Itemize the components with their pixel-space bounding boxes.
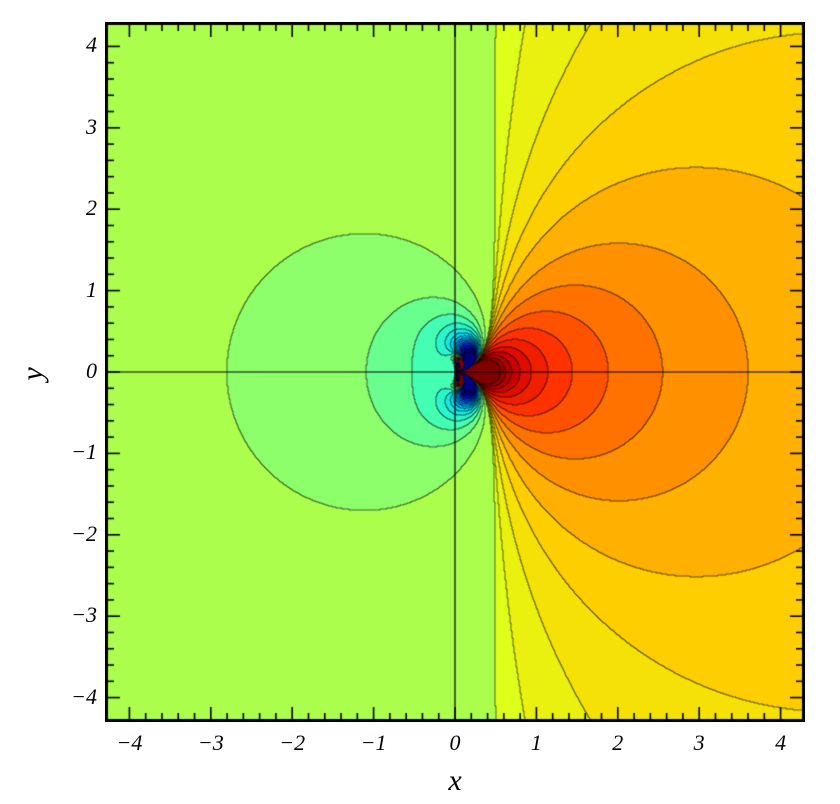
x-axis-label: x — [435, 764, 475, 798]
x-tick-label: 0 — [437, 730, 473, 756]
x-tick-label: 4 — [763, 730, 799, 756]
x-tick-label: −2 — [274, 730, 310, 756]
x-tick-label: −3 — [193, 730, 229, 756]
y-tick-label: −2 — [57, 521, 97, 547]
x-tick-label: −4 — [111, 730, 147, 756]
y-tick-label: 2 — [57, 195, 97, 221]
chart-container: x y −4 −3 −2 −1 0 1 2 3 4 −4 −3 −2 −1 0 1 2 3 4 — [0, 0, 840, 804]
y-tick-label: −1 — [57, 439, 97, 465]
x-tick-label: 3 — [681, 730, 717, 756]
y-axis-label: y — [16, 354, 50, 394]
x-tick-label: 2 — [600, 730, 636, 756]
y-tick-label: 4 — [57, 32, 97, 58]
x-tick-label: −1 — [356, 730, 392, 756]
x-tick-label: 1 — [518, 730, 554, 756]
y-tick-label: 1 — [57, 277, 97, 303]
y-tick-label: 3 — [57, 114, 97, 140]
y-tick-label: −3 — [57, 602, 97, 628]
contour-plot-canvas — [105, 22, 805, 722]
y-tick-label: 0 — [57, 358, 97, 384]
y-tick-label: −4 — [57, 684, 97, 710]
